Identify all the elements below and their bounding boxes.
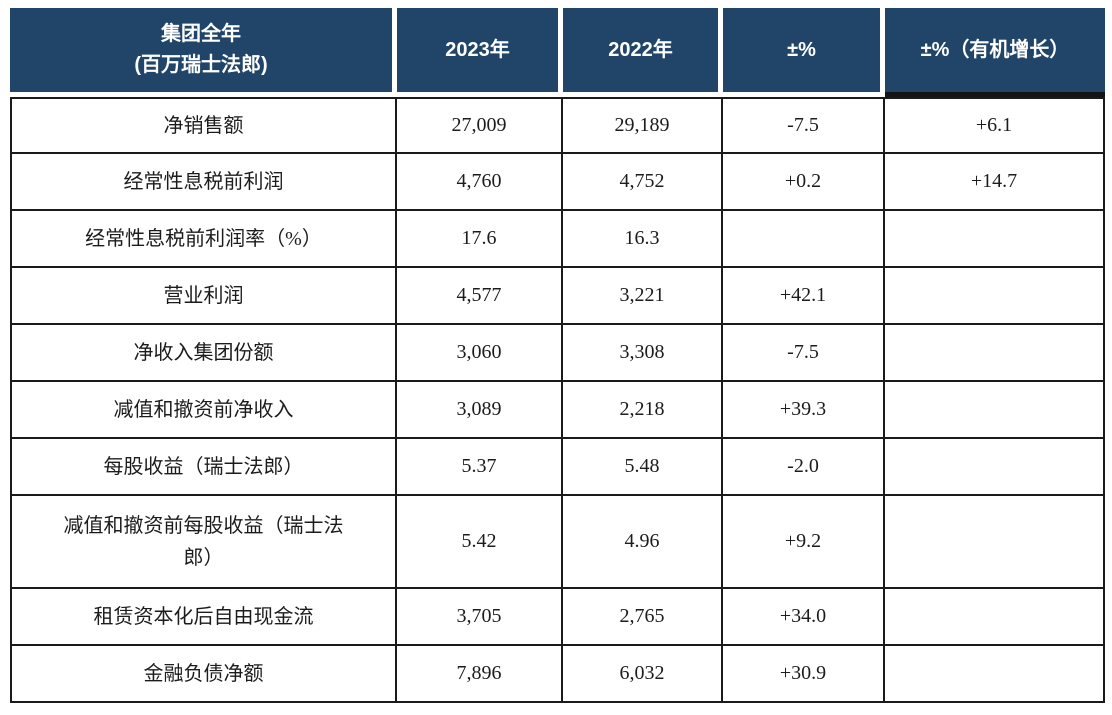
cell-label: 净销售额 bbox=[10, 97, 397, 154]
cell-change-pct: -7.5 bbox=[723, 325, 885, 382]
cell-label: 经常性息税前利润率（%） bbox=[10, 211, 397, 268]
cell-change-pct: +39.3 bbox=[723, 382, 885, 439]
cell-2022: 2,218 bbox=[563, 382, 723, 439]
cell-2022: 16.3 bbox=[563, 211, 723, 268]
cell-change-pct: -7.5 bbox=[723, 97, 885, 154]
cell-change-pct: +42.1 bbox=[723, 268, 885, 325]
cell-label: 净收入集团份额 bbox=[10, 325, 397, 382]
cell-2022: 3,221 bbox=[563, 268, 723, 325]
cell-change-pct: +9.2 bbox=[723, 496, 885, 589]
cell-organic-pct bbox=[885, 496, 1105, 589]
cell-organic-pct bbox=[885, 325, 1105, 382]
cell-organic-pct bbox=[885, 589, 1105, 646]
header-cell-2023: 2023年 bbox=[397, 8, 563, 97]
cell-change-pct: +30.9 bbox=[723, 646, 885, 703]
table-row: 净收入集团份额 3,060 3,308 -7.5 bbox=[10, 325, 1105, 382]
table-header: 集团全年 (百万瑞士法郎) 2023年 2022年 ±% ±%（有机增长） bbox=[10, 8, 1105, 97]
cell-label: 租赁资本化后自由现金流 bbox=[10, 589, 397, 646]
cell-change-pct bbox=[723, 211, 885, 268]
cell-2022: 4,752 bbox=[563, 154, 723, 211]
cell-organic-pct: +6.1 bbox=[885, 97, 1105, 154]
table-row: 减值和撤资前净收入 3,089 2,218 +39.3 bbox=[10, 382, 1105, 439]
cell-2023: 3,705 bbox=[397, 589, 563, 646]
header-cell-2022: 2022年 bbox=[563, 8, 723, 97]
cell-2022: 3,308 bbox=[563, 325, 723, 382]
table-row: 营业利润 4,577 3,221 +42.1 bbox=[10, 268, 1105, 325]
cell-2023: 3,089 bbox=[397, 382, 563, 439]
cell-2022: 5.48 bbox=[563, 439, 723, 496]
cell-2023: 5.37 bbox=[397, 439, 563, 496]
cell-2023: 5.42 bbox=[397, 496, 563, 589]
table-row: 经常性息税前利润率（%） 17.6 16.3 bbox=[10, 211, 1105, 268]
table-row: 净销售额 27,009 29,189 -7.5 +6.1 bbox=[10, 97, 1105, 154]
cell-2023: 27,009 bbox=[397, 97, 563, 154]
cell-organic-pct: +14.7 bbox=[885, 154, 1105, 211]
cell-2022: 29,189 bbox=[563, 97, 723, 154]
cell-2022: 2,765 bbox=[563, 589, 723, 646]
cell-label: 经常性息税前利润 bbox=[10, 154, 397, 211]
cell-organic-pct bbox=[885, 382, 1105, 439]
cell-change-pct: -2.0 bbox=[723, 439, 885, 496]
cell-label: 减值和撤资前每股收益（瑞士法郎） bbox=[10, 496, 397, 589]
cell-organic-pct bbox=[885, 211, 1105, 268]
header-cell-change-pct: ±% bbox=[723, 8, 885, 97]
table-row: 减值和撤资前每股收益（瑞士法郎） 5.42 4.96 +9.2 bbox=[10, 496, 1105, 589]
cell-2023: 3,060 bbox=[397, 325, 563, 382]
table-body: 净销售额 27,009 29,189 -7.5 +6.1 经常性息税前利润 4,… bbox=[10, 97, 1105, 703]
group-financials-table: 集团全年 (百万瑞士法郎) 2023年 2022年 ±% ±%（有机增长） 净销… bbox=[10, 8, 1105, 703]
cell-2023: 4,577 bbox=[397, 268, 563, 325]
cell-label: 每股收益（瑞士法郎） bbox=[10, 439, 397, 496]
cell-label: 金融负债净额 bbox=[10, 646, 397, 703]
table-row: 租赁资本化后自由现金流 3,705 2,765 +34.0 bbox=[10, 589, 1105, 646]
header-row: 集团全年 (百万瑞士法郎) 2023年 2022年 ±% ±%（有机增长） bbox=[10, 8, 1105, 97]
cell-label: 营业利润 bbox=[10, 268, 397, 325]
header-cell-organic-pct: ±%（有机增长） bbox=[885, 8, 1105, 97]
group-financials-table-container: 集团全年 (百万瑞士法郎) 2023年 2022年 ±% ±%（有机增长） 净销… bbox=[10, 8, 1105, 703]
cell-organic-pct bbox=[885, 646, 1105, 703]
cell-organic-pct bbox=[885, 439, 1105, 496]
cell-2022: 6,032 bbox=[563, 646, 723, 703]
table-row: 经常性息税前利润 4,760 4,752 +0.2 +14.7 bbox=[10, 154, 1105, 211]
cell-2023: 4,760 bbox=[397, 154, 563, 211]
cell-label: 减值和撤资前净收入 bbox=[10, 382, 397, 439]
cell-2023: 17.6 bbox=[397, 211, 563, 268]
cell-2023: 7,896 bbox=[397, 646, 563, 703]
table-row: 每股收益（瑞士法郎） 5.37 5.48 -2.0 bbox=[10, 439, 1105, 496]
cell-organic-pct bbox=[885, 268, 1105, 325]
cell-change-pct: +0.2 bbox=[723, 154, 885, 211]
cell-2022: 4.96 bbox=[563, 496, 723, 589]
cell-change-pct: +34.0 bbox=[723, 589, 885, 646]
header-cell-metric: 集团全年 (百万瑞士法郎) bbox=[10, 8, 397, 97]
table-row: 金融负债净额 7,896 6,032 +30.9 bbox=[10, 646, 1105, 703]
